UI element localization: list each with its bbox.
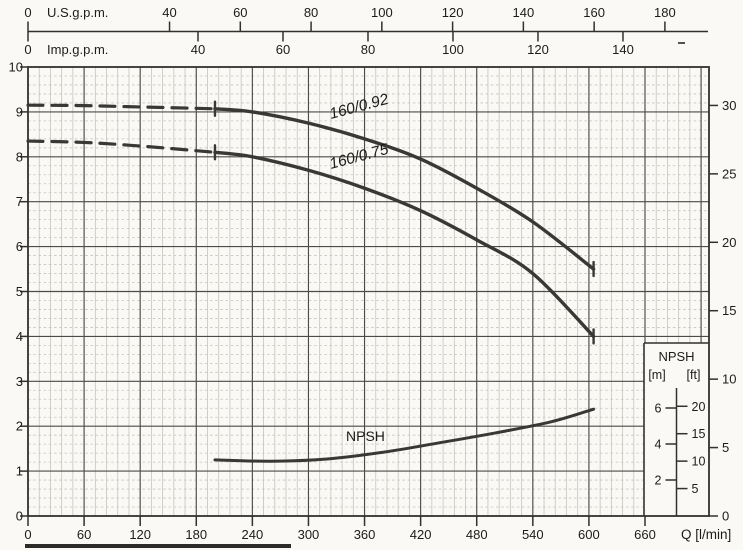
flow-tick-label: 420 — [410, 527, 432, 542]
flow-tick-label: 60 — [77, 527, 91, 542]
top-axis: 0 40 60 80 100 120 140 160 180 U.S.g.p.m. 0 40 60 80 1… — [24, 5, 708, 57]
curve-npsh-label: NPSH — [346, 428, 385, 444]
npsh-inset-m-tick-label: 4 — [655, 438, 662, 452]
npsh-inset-ft-tick-label: 5 — [692, 482, 699, 496]
bottom-edge-bar — [25, 544, 291, 548]
us-gpm-tick-label: 60 — [233, 5, 247, 20]
head-ft-tick-label: 0 — [722, 509, 729, 524]
head-m-tick-label: 10 — [9, 60, 23, 75]
imp-gpm-tick-label: 0 — [24, 42, 31, 57]
head-m-tick-label: 0 — [16, 509, 23, 524]
head-ft-tick-label: 5 — [722, 440, 729, 455]
curve-160-092 — [26, 100, 596, 278]
us-gpm-tick-label: 40 — [162, 5, 176, 20]
npsh-inset-m-tick-label: 2 — [655, 474, 662, 488]
curve-160-075 — [26, 139, 596, 345]
head-ft-tick-label: 10 — [722, 372, 736, 387]
head-m-tick-label: 1 — [16, 464, 23, 479]
head-m-tick-label: 5 — [16, 284, 23, 299]
grid-major — [28, 67, 709, 516]
us-gpm-tick-label: 140 — [513, 5, 535, 20]
head-m-tick-label: 8 — [16, 149, 23, 164]
curve-npsh-solid — [213, 407, 596, 463]
flow-tick-label: 600 — [578, 527, 600, 542]
us-gpm-tick-label: 80 — [304, 5, 318, 20]
npsh-inset-ft-tick-label: 20 — [692, 400, 706, 414]
flow-tick-label: 300 — [298, 527, 320, 542]
npsh-inset-m-tick-label: 6 — [655, 402, 662, 416]
imp-gpm-axis-name: Imp.g.p.m. — [47, 42, 108, 57]
right-axis: 0 5 10 15 20 25 30 — [709, 98, 736, 524]
curve-npsh — [213, 407, 596, 463]
curve-160-075-label: 160/0.75 — [328, 141, 391, 173]
flow-tick-label: 120 — [129, 527, 151, 542]
npsh-inset-title: NPSH — [658, 349, 694, 364]
head-ft-tick-label: 15 — [722, 303, 736, 318]
us-gpm-tick-label: 120 — [442, 5, 464, 20]
flow-tick-label: 660 — [634, 527, 656, 542]
us-gpm-tick-label: 160 — [583, 5, 605, 20]
curve-160-092-dashed — [26, 103, 217, 111]
left-axis: 0 1 2 3 4 5 6 7 8 9 10 — [9, 60, 28, 524]
head-m-tick-label: 2 — [16, 419, 23, 434]
head-m-tick-label: 7 — [16, 194, 23, 209]
head-ft-tick-label: 30 — [722, 98, 736, 113]
npsh-inset-ft-tick-label: 15 — [692, 427, 706, 441]
us-gpm-tick-label: 0 — [24, 5, 31, 20]
head-ft-tick-label: 25 — [722, 166, 736, 181]
flow-tick-label: 240 — [242, 527, 264, 542]
npsh-inset-unit-ft: [ft] — [687, 368, 701, 382]
bottom-axis: 0 60 120 180 240 300 360 420 480 540 600 660 Q [l/mi… — [24, 516, 731, 542]
flow-tick-label: 360 — [354, 527, 376, 542]
npsh-inset: NPSH [m] [ft] 2 4 6 5 10 15 20 — [643, 342, 709, 516]
curve-160-092-solid — [213, 107, 596, 271]
imp-gpm-tick-label: 140 — [612, 42, 634, 57]
imp-gpm-tick-label: 80 — [361, 42, 375, 57]
head-ft-tick-label: 20 — [722, 235, 736, 250]
head-m-tick-label: 3 — [16, 374, 23, 389]
us-gpm-tick-label: 100 — [371, 5, 393, 20]
flow-tick-label: 0 — [24, 527, 31, 542]
imp-gpm-tick-label: 60 — [276, 42, 290, 57]
flow-axis-unit: Q [l/min] — [681, 527, 731, 542]
curve-160-075-solid — [213, 150, 596, 339]
head-m-tick-label: 9 — [16, 104, 23, 119]
us-gpm-axis-name: U.S.g.p.m. — [47, 5, 108, 20]
curve-160-092-label: 160/0.92 — [328, 91, 391, 123]
imp-gpm-tick-label: 120 — [527, 42, 549, 57]
head-m-tick-label: 6 — [16, 239, 23, 254]
npsh-inset-unit-m: [m] — [648, 368, 665, 382]
us-gpm-tick-label: 180 — [654, 5, 676, 20]
head-m-tick-label: 4 — [16, 329, 23, 344]
curve-160-075-dashed — [26, 139, 217, 154]
flow-tick-label: 540 — [522, 527, 544, 542]
npsh-inset-ft-tick-label: 10 — [692, 455, 706, 469]
imp-gpm-tick-label: 40 — [191, 42, 205, 57]
imp-gpm-tick-label: 100 — [442, 42, 464, 57]
flow-tick-label: 480 — [466, 527, 488, 542]
flow-tick-label: 180 — [185, 527, 207, 542]
